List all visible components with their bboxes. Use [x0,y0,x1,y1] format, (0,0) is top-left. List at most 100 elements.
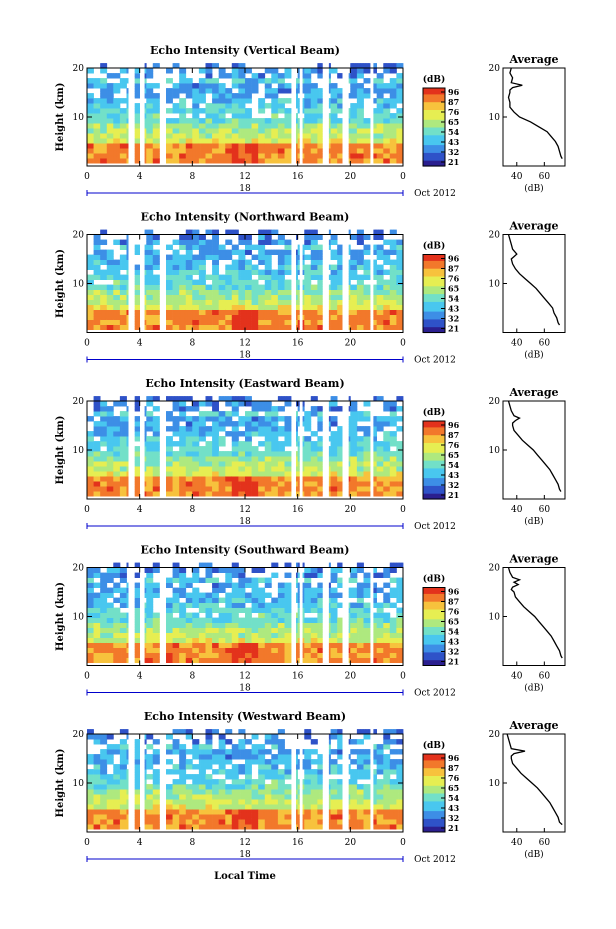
heatmap-cell [103,103,106,106]
heatmap-cell [166,156,168,159]
heatmap-cell [123,78,126,81]
heatmap-cell [138,141,140,144]
heatmap-cell [105,69,108,72]
heatmap-cell [144,89,147,92]
heatmap-cell [116,98,119,101]
heatmap-cell [134,144,137,147]
heatmap-cell [157,146,160,149]
heatmap-cell [115,108,117,111]
heatmap-cell [118,136,121,139]
heatmap-cell [157,64,160,67]
heatmap-cell [169,129,172,132]
heatmap-cell [151,104,154,107]
heatmap-cell [103,111,106,114]
heatmap-cell [138,79,140,82]
heatmap-cell [95,101,98,104]
heatmap-cell [108,129,111,132]
heatmap-cell [87,149,89,152]
heatmap-cell [101,153,104,156]
heatmap-cell [106,93,109,96]
heatmap-cell [138,148,140,151]
heatmap-cell [103,69,106,72]
heatmap-cell [138,81,140,84]
heatmap-cell [167,143,170,146]
heatmap-cell [115,86,117,89]
heatmap-cell [147,148,150,151]
heatmap-cell [95,161,98,164]
heatmap-cell [126,158,129,161]
heatmap-cell [103,93,106,96]
heatmap-cell [111,149,114,152]
heatmap-cell [154,151,157,154]
heatmap-cell [149,109,152,112]
heatmap-cell [88,148,91,151]
heatmap-cell [138,131,140,134]
heatmap-cell [111,144,114,147]
heatmap-cell [111,84,114,87]
heatmap-cell [90,161,93,164]
heatmap-cell [118,134,121,137]
heatmap-cell [157,124,160,127]
heatmap-cell [123,119,126,122]
heatmap-cell [106,159,109,162]
heatmap-cell [134,118,137,121]
heatmap-cell [118,106,121,109]
heatmap-cell [170,121,173,124]
heatmap-cell [123,161,126,164]
heatmap-cell [147,121,150,124]
heatmap-cell [152,96,155,99]
heatmap-cell [149,91,152,94]
heatmap-cell [100,79,103,82]
heatmap-cell [147,144,150,147]
heatmap-cell [93,84,96,87]
heatmap-cell [136,121,139,124]
heatmap-cell [88,124,91,127]
heatmap-cell [152,118,155,121]
heatmap-cell [95,109,98,112]
heatmap-cell [91,154,94,157]
heatmap-cell [113,136,116,139]
heatmap-cell [121,124,124,127]
heatmap-cell [146,111,149,114]
heatmap-cell [110,131,112,134]
heatmap-cell [91,148,94,151]
heatmap-cell [126,131,129,134]
heatmap-cell [136,124,139,127]
heatmap-cell [91,114,94,117]
heatmap-cell [103,109,106,112]
heatmap-cell [113,76,116,79]
heatmap-cell [134,139,137,142]
heatmap-cell [103,101,106,104]
heatmap-cell [96,156,99,159]
heatmap-cell [110,88,112,91]
heatmap-cell [100,154,103,157]
heatmap-cell [166,136,168,139]
heatmap-cell [113,158,116,161]
heatmap-cell [96,159,99,162]
heatmap-cell [121,84,124,87]
heatmap-cell [157,159,160,162]
heatmap-cell [105,68,108,71]
heatmap-cell [96,113,99,116]
heatmap-cell [111,114,114,117]
heatmap-cell [113,114,116,117]
heatmap-cell [115,101,117,104]
heatmap-cell [116,154,119,157]
heatmap-cell [198,118,201,121]
heatmap-cell [100,94,103,97]
heatmap-cell [118,131,121,134]
heatmap-cell [154,94,157,97]
heatmap-cell [108,159,111,162]
heatmap-cell [93,151,96,154]
heatmap-cell [146,69,149,72]
heatmap-cell [101,109,104,112]
heatmap-cell [98,104,101,107]
heatmap-cell [106,73,109,76]
heatmap-cell [100,156,103,159]
heatmap-cell [149,154,152,157]
heatmap-cell [170,151,173,154]
heatmap-cell [124,101,127,104]
heatmap-cell [119,144,122,147]
heatmap-cell [113,148,116,151]
heatmap-cell [93,144,96,147]
